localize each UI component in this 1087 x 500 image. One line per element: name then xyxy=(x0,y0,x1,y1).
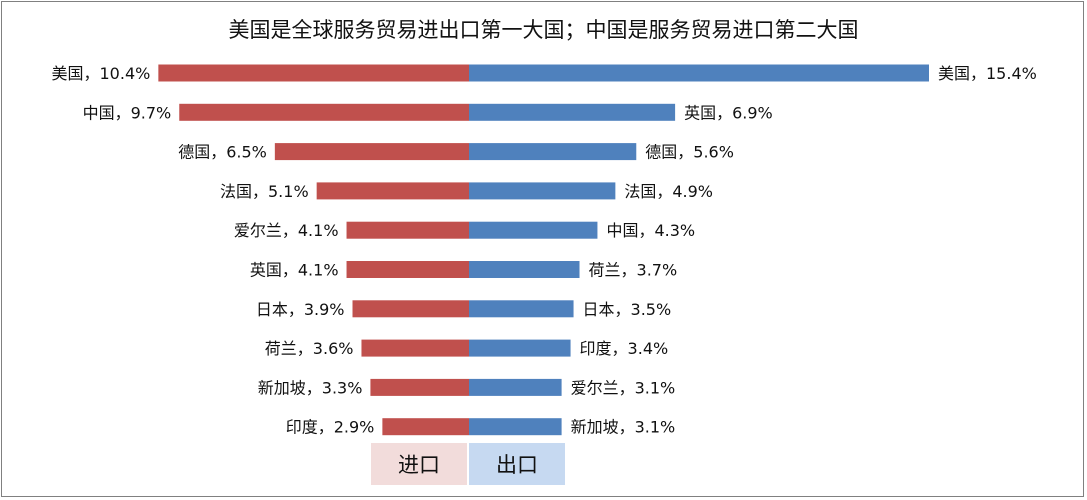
export-bar xyxy=(469,261,580,278)
export-bar xyxy=(469,339,571,357)
import-bar-label: 德国，6.5% xyxy=(178,143,267,162)
export-bar xyxy=(469,418,562,436)
import-bar xyxy=(179,103,469,121)
import-bar-label: 美国，10.4% xyxy=(52,64,151,83)
import-bar-label: 荷兰，3.6% xyxy=(265,339,354,358)
chart-title: 美国是全球服务贸易进出口第一大国；中国是服务贸易进口第二大国 xyxy=(228,18,859,42)
import-bar-label: 中国，9.7% xyxy=(83,103,172,122)
export-bar xyxy=(469,300,574,318)
import-bar-label: 爱尔兰，4.1% xyxy=(234,221,339,240)
export-bar-label: 爱尔兰，3.1% xyxy=(571,378,676,397)
export-bar xyxy=(469,64,929,82)
import-bar xyxy=(346,261,469,278)
export-bar-label: 中国，4.3% xyxy=(606,221,695,240)
import-bar xyxy=(361,339,469,357)
export-bar-label: 英国，6.9% xyxy=(684,103,773,122)
import-bar xyxy=(158,64,469,82)
import-bar-label: 英国，4.1% xyxy=(250,261,339,280)
export-bar-label: 法国，4.9% xyxy=(624,182,713,201)
import-bar xyxy=(352,300,469,318)
export-bar-label: 日本，3.5% xyxy=(583,300,672,319)
import-bar xyxy=(274,143,469,161)
import-bar-label: 印度，2.9% xyxy=(286,418,375,437)
import-bar-label: 日本，3.9% xyxy=(256,300,345,319)
import-bar-label: 法国，5.1% xyxy=(220,182,309,201)
export-bar xyxy=(469,103,676,121)
export-bar-label: 美国，15.4% xyxy=(938,64,1037,83)
import-bar xyxy=(382,418,469,436)
export-bar xyxy=(469,221,598,239)
export-bar-label: 德国，5.6% xyxy=(645,143,734,162)
export-bar xyxy=(469,143,637,161)
export-bar-label: 印度，3.4% xyxy=(580,339,669,358)
export-bar-label: 新加坡，3.1% xyxy=(571,418,676,437)
export-bar xyxy=(469,182,616,200)
legend-import: 进口 xyxy=(371,443,467,485)
legend-export: 出口 xyxy=(469,443,565,485)
import-bar-label: 新加坡，3.3% xyxy=(258,378,363,397)
export-bar xyxy=(469,378,562,396)
import-bar xyxy=(346,221,469,239)
import-bar xyxy=(370,378,469,396)
import-bar xyxy=(316,182,469,200)
export-bar-label: 荷兰，3.7% xyxy=(589,261,678,280)
